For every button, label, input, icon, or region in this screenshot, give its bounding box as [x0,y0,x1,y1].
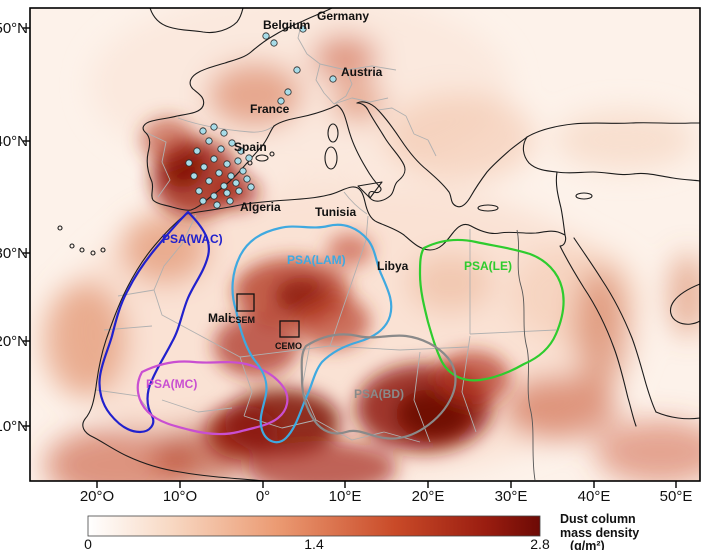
y-axis-tick-labels: 50°N 40°N 30°N 20°N 10°N [0,20,28,435]
cemo-site-box [279,320,300,338]
x-tick-label: 40°E [578,488,611,505]
psa-bd-label: PSA(BD) [354,387,404,401]
csem-site-box [236,293,255,312]
country-label-spain: Spain [234,140,267,154]
country-label-france: France [250,102,290,116]
y-tick-label: 30°N [0,245,28,262]
colorbar-min-label: 0 [84,536,92,550]
x-tick-label: 0° [256,488,270,505]
axis-tick-marks [23,27,677,488]
colorbar-title-line1: Dust column [560,512,636,526]
psa-le-label: PSA(LE) [464,259,512,273]
cemo-site-label: CEMO [275,341,302,351]
country-label-mali: Mali [208,311,231,325]
x-axis-tick-labels: 20°O 10°O 0° 10°E 20°E 30°E 40°E 50°E [80,488,693,505]
psa-wac-label: PSA(WAC) [162,232,223,246]
csem-site-label: CSEM [229,315,255,325]
dust-heatmap-core-layer [141,117,510,481]
colorbar-max-label: 2.8 [530,536,550,550]
psa-lam-outline [231,223,393,444]
x-tick-label: 50°E [660,488,693,505]
psa-lam-label: PSA(LAM) [287,253,346,267]
y-tick-label: 50°N [0,20,28,37]
psa-mc-outline [136,360,289,436]
country-label-austria: Austria [341,65,383,79]
y-tick-label: 40°N [0,133,28,150]
station-markers [185,25,337,209]
psa-le-outline [418,238,565,382]
psa-mc-label: PSA(MC) [146,377,197,391]
country-label-belgium: Belgium [263,18,310,32]
map-frame [29,7,701,482]
x-tick-label: 20°E [412,488,445,505]
coastlines [57,8,700,481]
country-label-algeria: Algeria [240,200,281,214]
x-tick-label: 10°E [329,488,362,505]
colorbar-gradient [87,515,541,537]
y-tick-label: 20°N [0,333,28,350]
psa-wac-outline [98,210,210,434]
country-label-libya: Libya [377,259,409,273]
colorbar-title-line2: mass density [560,526,639,540]
nile-river-line [516,229,536,481]
country-label-tunisia: Tunisia [315,205,356,219]
colorbar-title-line3: (g/m²) [570,539,605,550]
country-borders [95,20,557,443]
x-tick-label: 30°E [495,488,528,505]
psa-bd-outline [300,333,457,440]
colorbar-mid-label: 1.4 [304,536,324,550]
country-label-germany: Germany [317,9,369,23]
colorbar: 0 1.4 2.8 Dust column mass density (g/m²… [84,512,639,550]
x-tick-label: 20°O [80,488,114,505]
x-tick-label: 10°O [163,488,197,505]
y-tick-label: 10°N [0,418,28,435]
